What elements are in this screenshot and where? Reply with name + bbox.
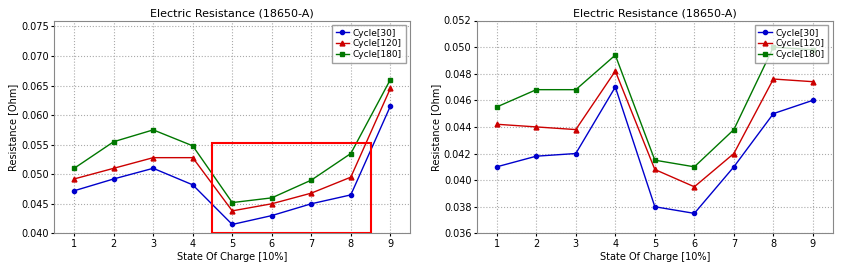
Cycle[120] (188, 156, 198, 159)
Cycle[120] (611, 69, 621, 73)
Cycle[120] (729, 152, 739, 155)
Cycle[30] (148, 167, 158, 170)
Cycle[180] (227, 201, 237, 204)
Cycle[30] (492, 165, 502, 168)
Line: Cycle[180]: Cycle[180] (71, 77, 393, 205)
Y-axis label: Resistance [Ohm]: Resistance [Ohm] (8, 83, 19, 171)
Cycle[120] (808, 80, 818, 83)
Cycle[180] (729, 128, 739, 131)
Cycle[180] (108, 140, 119, 143)
Cycle[180] (808, 48, 818, 51)
Cycle[180] (650, 158, 660, 162)
Cycle[180] (611, 53, 621, 57)
Cycle[180] (690, 165, 700, 168)
Cycle[120] (227, 209, 237, 212)
Cycle[30] (729, 165, 739, 168)
Cycle[30] (650, 205, 660, 208)
Y-axis label: Resistance [Ohm]: Resistance [Ohm] (431, 83, 441, 171)
Cycle[180] (306, 178, 316, 182)
X-axis label: State Of Charge [10%]: State Of Charge [10%] (177, 252, 288, 262)
Cycle[180] (69, 167, 79, 170)
Line: Cycle[180]: Cycle[180] (495, 45, 815, 169)
Cycle[30] (69, 189, 79, 193)
Cycle[120] (346, 176, 356, 179)
Legend: Cycle[30], Cycle[120], Cycle[180]: Cycle[30], Cycle[120], Cycle[180] (332, 25, 405, 63)
Title: Electric Resistance (18650-A): Electric Resistance (18650-A) (151, 8, 315, 18)
Bar (213, 143, 371, 233)
Line: Cycle[30]: Cycle[30] (495, 85, 815, 215)
Cycle[30] (267, 214, 277, 217)
Cycle[30] (385, 104, 395, 108)
Cycle[120] (148, 156, 158, 159)
Cycle[30] (532, 154, 542, 158)
Line: Cycle[120]: Cycle[120] (495, 69, 815, 189)
Legend: Cycle[30], Cycle[120], Cycle[180]: Cycle[30], Cycle[120], Cycle[180] (754, 25, 828, 63)
Cycle[30] (108, 177, 119, 181)
Cycle[30] (306, 202, 316, 205)
Cycle[180] (769, 45, 779, 49)
Cycle[30] (346, 193, 356, 197)
Cycle[180] (267, 196, 277, 200)
Cycle[180] (492, 105, 502, 109)
Cycle[180] (188, 144, 198, 147)
Cycle[120] (492, 123, 502, 126)
Cycle[30] (571, 152, 581, 155)
Cycle[30] (690, 212, 700, 215)
Cycle[120] (650, 168, 660, 171)
Line: Cycle[30]: Cycle[30] (72, 104, 393, 227)
Cycle[30] (611, 85, 621, 89)
Cycle[180] (148, 128, 158, 131)
Cycle[180] (571, 88, 581, 91)
Cycle[120] (769, 77, 779, 81)
Cycle[30] (808, 99, 818, 102)
Cycle[30] (769, 112, 779, 115)
Cycle[30] (188, 183, 198, 187)
Line: Cycle[120]: Cycle[120] (71, 86, 393, 213)
Cycle[120] (532, 125, 542, 129)
Cycle[120] (108, 167, 119, 170)
Cycle[120] (69, 177, 79, 181)
Cycle[180] (346, 152, 356, 155)
Cycle[120] (306, 191, 316, 195)
Cycle[30] (227, 223, 237, 226)
Cycle[120] (571, 128, 581, 131)
Cycle[180] (385, 78, 395, 81)
Cycle[120] (267, 202, 277, 205)
Cycle[180] (532, 88, 542, 91)
Cycle[120] (385, 87, 395, 90)
Title: Electric Resistance (18650-A): Electric Resistance (18650-A) (573, 8, 737, 18)
Cycle[120] (690, 185, 700, 188)
X-axis label: State Of Charge [10%]: State Of Charge [10%] (600, 252, 710, 262)
